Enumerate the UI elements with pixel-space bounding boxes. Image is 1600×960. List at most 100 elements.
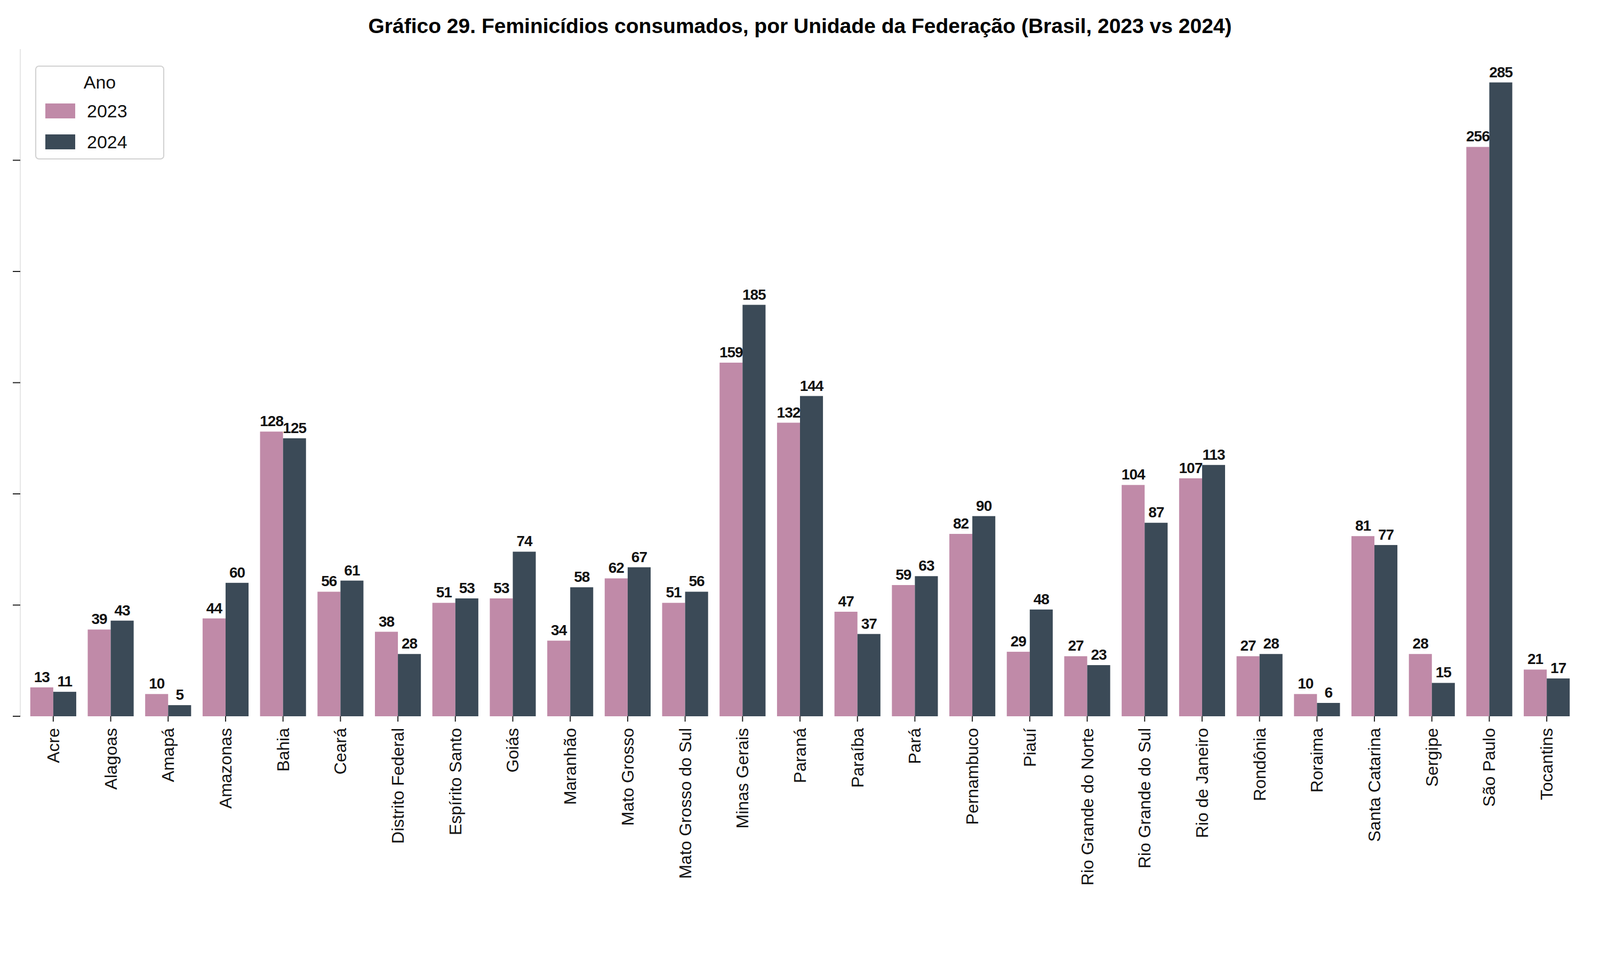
bar — [604, 578, 628, 717]
x-tick — [971, 716, 973, 722]
data-label: 59 — [895, 566, 912, 583]
x-tick-label: Sergipe — [1422, 728, 1442, 787]
bar — [1259, 653, 1283, 717]
bar — [53, 691, 77, 717]
bar — [397, 653, 421, 717]
bar — [1121, 484, 1145, 717]
x-tick-label: Piauí — [1020, 728, 1040, 767]
data-label: 61 — [344, 562, 360, 579]
bar — [1179, 478, 1203, 717]
bar — [202, 618, 226, 717]
data-label: 132 — [777, 404, 801, 421]
legend: Ano20232024 — [35, 66, 164, 159]
bar — [110, 620, 134, 717]
data-label: 28 — [1263, 635, 1280, 652]
x-tick-label: Paraná — [790, 728, 810, 783]
chart: Gráfico 29. Feminicídios consumados, por… — [0, 0, 1600, 960]
data-label: 62 — [608, 559, 625, 576]
data-label: 17 — [1550, 659, 1567, 677]
x-tick-label: Amapá — [158, 728, 178, 783]
x-tick-label: Goiás — [502, 728, 523, 773]
x-tick — [1373, 716, 1375, 722]
data-label: 47 — [838, 593, 855, 610]
bar — [340, 580, 364, 717]
legend-title: Ano — [83, 72, 117, 93]
bar — [800, 396, 823, 717]
data-label: 53 — [493, 579, 510, 597]
x-tick-label: Rio Grande do Norte — [1077, 728, 1098, 886]
bar — [1466, 146, 1490, 717]
data-label: 256 — [1466, 128, 1490, 145]
data-label: 13 — [34, 668, 51, 686]
data-label: 60 — [229, 564, 246, 581]
x-tick — [1259, 716, 1261, 722]
bar — [685, 591, 709, 717]
bar — [145, 693, 168, 717]
x-tick — [799, 716, 801, 722]
data-label: 285 — [1489, 64, 1513, 81]
data-label: 56 — [321, 572, 338, 590]
data-label: 43 — [114, 602, 131, 619]
y-tick — [12, 715, 21, 717]
data-label: 51 — [436, 584, 453, 601]
bar — [260, 431, 284, 717]
x-tick — [1144, 716, 1146, 722]
bar — [1293, 693, 1317, 717]
bar — [742, 305, 766, 717]
x-tick — [52, 716, 54, 722]
bar — [719, 362, 743, 717]
bar — [168, 705, 191, 717]
x-tick — [339, 716, 341, 722]
bar — [374, 632, 398, 717]
x-tick-label: Rio de Janeiro — [1192, 728, 1212, 838]
legend-label: 2024 — [86, 131, 128, 152]
x-tick-label: Roraima — [1307, 728, 1327, 793]
y-tick — [12, 160, 21, 162]
x-tick-label: Pernambuco — [962, 728, 982, 825]
data-label: 128 — [259, 412, 284, 430]
data-label: 37 — [861, 615, 878, 632]
data-label: 74 — [516, 532, 533, 550]
data-label: 11 — [57, 673, 73, 690]
bar — [1202, 465, 1226, 717]
x-tick-label: Ceará — [330, 728, 350, 775]
bar — [1064, 656, 1087, 717]
bar — [1409, 653, 1432, 717]
data-label: 15 — [1435, 664, 1452, 681]
bar — [1523, 669, 1547, 717]
x-tick — [627, 716, 629, 722]
legend-swatch — [45, 134, 76, 150]
y-tick — [12, 382, 21, 384]
x-tick-label: Minas Gerais — [732, 728, 752, 829]
bar — [1489, 82, 1512, 717]
data-label: 67 — [631, 548, 648, 566]
bar — [1351, 536, 1375, 717]
x-tick-label: Rio Grande do Sul — [1134, 728, 1155, 869]
x-tick-label: Amazonas — [216, 728, 236, 809]
legend-swatch — [45, 103, 76, 119]
data-label: 82 — [953, 515, 970, 532]
data-label: 144 — [800, 377, 824, 395]
x-tick-label: Mato Grosso — [618, 728, 638, 826]
data-label: 90 — [976, 497, 992, 515]
x-tick — [1546, 716, 1548, 722]
bars — [30, 82, 1570, 717]
bar — [1144, 522, 1168, 717]
bar — [87, 629, 111, 717]
data-label: 63 — [918, 557, 935, 574]
data-label: 44 — [206, 600, 223, 617]
bar — [1029, 609, 1053, 717]
bar — [949, 533, 973, 717]
data-label: 125 — [282, 419, 307, 437]
x-tick-label: Paraíba — [848, 728, 868, 788]
x-tick-label: Mato Grosso do Sul — [675, 728, 695, 879]
bar — [627, 567, 651, 717]
bar — [455, 598, 479, 717]
x-tick-label: Rondônia — [1250, 728, 1270, 802]
data-label: 10 — [1297, 675, 1314, 692]
bar — [972, 516, 996, 717]
x-tick — [1316, 716, 1318, 722]
x-tick-label: Pará — [905, 728, 925, 765]
bar — [512, 551, 536, 717]
y-tick — [12, 493, 21, 495]
